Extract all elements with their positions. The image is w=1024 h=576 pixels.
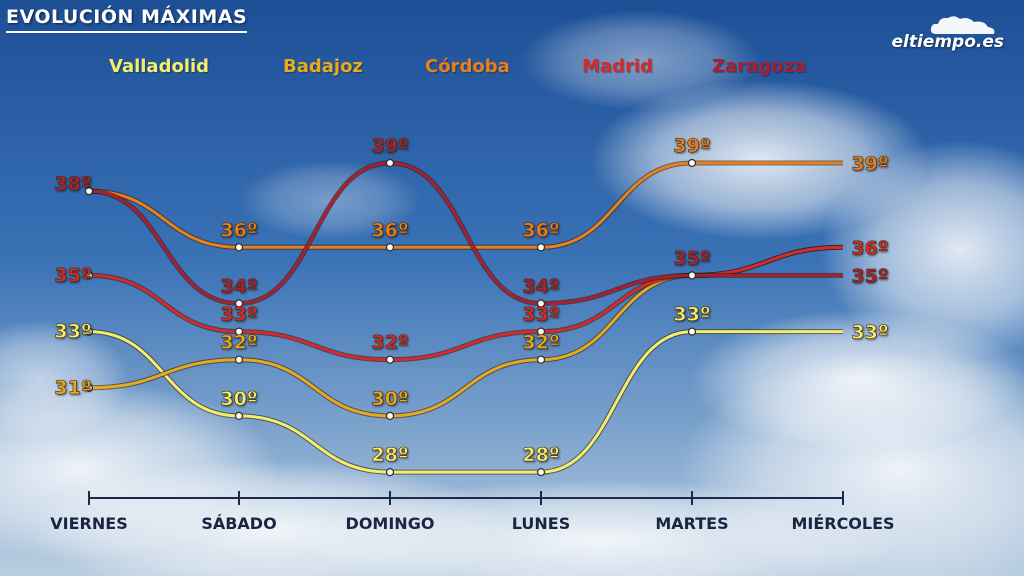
series-lines	[88, 160, 844, 475]
x-axis: VIERNES SÁBADO DOMINGO LUNES MARTES MIÉRCOLES	[50, 491, 895, 533]
data-point-valladolid	[687, 327, 697, 336]
data-point-zaragoza	[385, 158, 395, 168]
data-label-madrid: 33º	[220, 304, 257, 326]
data-label-madrid: 32º	[371, 332, 408, 354]
x-tick-label: VIERNES	[50, 514, 127, 533]
data-label-zaragoza: 35º	[851, 265, 888, 287]
legend-item-cordoba: Córdoba	[425, 56, 510, 77]
brand-logo: eltiempo.es	[891, 32, 1004, 52]
data-point-cordoba	[687, 158, 697, 168]
data-point-badajoz	[234, 355, 244, 364]
data-label-cordoba: 39º	[673, 135, 710, 157]
legend-item-badajoz: Badajoz	[283, 56, 363, 77]
data-label-cordoba: 36º	[522, 219, 559, 241]
data-label-cordoba: 36º	[220, 219, 257, 241]
x-tick-label: DOMINGO	[346, 514, 435, 533]
series-line-cordoba	[88, 161, 843, 249]
data-label-badajoz: 32º	[522, 332, 559, 354]
legend-item-zaragoza: Zaragoza	[712, 56, 807, 77]
data-point-valladolid	[536, 468, 546, 477]
x-tick-label: SÁBADO	[201, 514, 276, 533]
data-label-valladolid: 33º	[673, 304, 710, 326]
data-point-madrid	[536, 327, 546, 336]
x-tick-label: MIÉRCOLES	[791, 514, 894, 533]
data-label-badajoz: 30º	[371, 388, 408, 410]
data-label-zaragoza: 34º	[220, 276, 257, 298]
data-label-valladolid: 28º	[371, 444, 408, 466]
data-label-madrid: 36º	[851, 237, 888, 259]
data-point-badajoz	[536, 355, 546, 364]
data-label-valladolid: 33º	[851, 322, 888, 344]
data-label-valladolid: 33º	[54, 321, 91, 343]
data-label-valladolid: 28º	[522, 444, 559, 466]
data-point-cordoba	[385, 243, 395, 252]
data-label-cordoba: 36º	[371, 219, 408, 241]
cloud-icon	[930, 16, 995, 34]
chart-legend: Valladolid Badajoz Córdoba Madrid Zarago…	[0, 56, 1024, 82]
legend-item-madrid: Madrid	[582, 56, 653, 77]
data-point-madrid	[385, 355, 395, 364]
data-point-valladolid	[234, 411, 244, 420]
data-label-zaragoza: 35º	[673, 247, 710, 269]
data-point-zaragoza	[687, 271, 697, 280]
data-label-zaragoza: 39º	[371, 135, 408, 157]
data-point-zaragoza	[234, 299, 244, 308]
legend-item-valladolid: Valladolid	[109, 56, 210, 77]
data-point-valladolid	[385, 468, 395, 477]
data-label-zaragoza: 38º	[54, 173, 91, 195]
data-point-madrid	[234, 327, 244, 336]
data-point-zaragoza	[536, 299, 546, 308]
data-point-badajoz	[385, 411, 395, 420]
series-points	[84, 158, 697, 477]
cloud-decoration	[0, 10, 1024, 576]
data-point-zaragoza	[84, 187, 94, 196]
x-tick-label: LUNES	[512, 514, 570, 533]
data-point-badajoz	[84, 383, 94, 392]
data-label-madrid: 33º	[522, 304, 559, 326]
data-label-cordoba: 39º	[851, 153, 888, 175]
x-tick-label: MARTES	[655, 514, 728, 533]
chart-title: EVOLUCIÓN MÁXIMAS	[6, 4, 248, 33]
data-point-madrid	[84, 271, 94, 280]
data-label-valladolid: 30º	[220, 388, 257, 410]
data-label-badajoz: 32º	[220, 332, 257, 354]
data-labels: 33º 30º 28º 28º 33º 33º 31º 32º 30º 32º 36º 36º 36º 3…	[54, 135, 889, 467]
data-label-badajoz: 31º	[54, 377, 91, 399]
data-label-madrid: 35º	[54, 264, 91, 286]
data-point-valladolid	[84, 327, 94, 336]
data-point-cordoba	[234, 243, 244, 252]
data-point-cordoba	[536, 243, 546, 252]
data-label-zaragoza: 34º	[522, 276, 559, 298]
